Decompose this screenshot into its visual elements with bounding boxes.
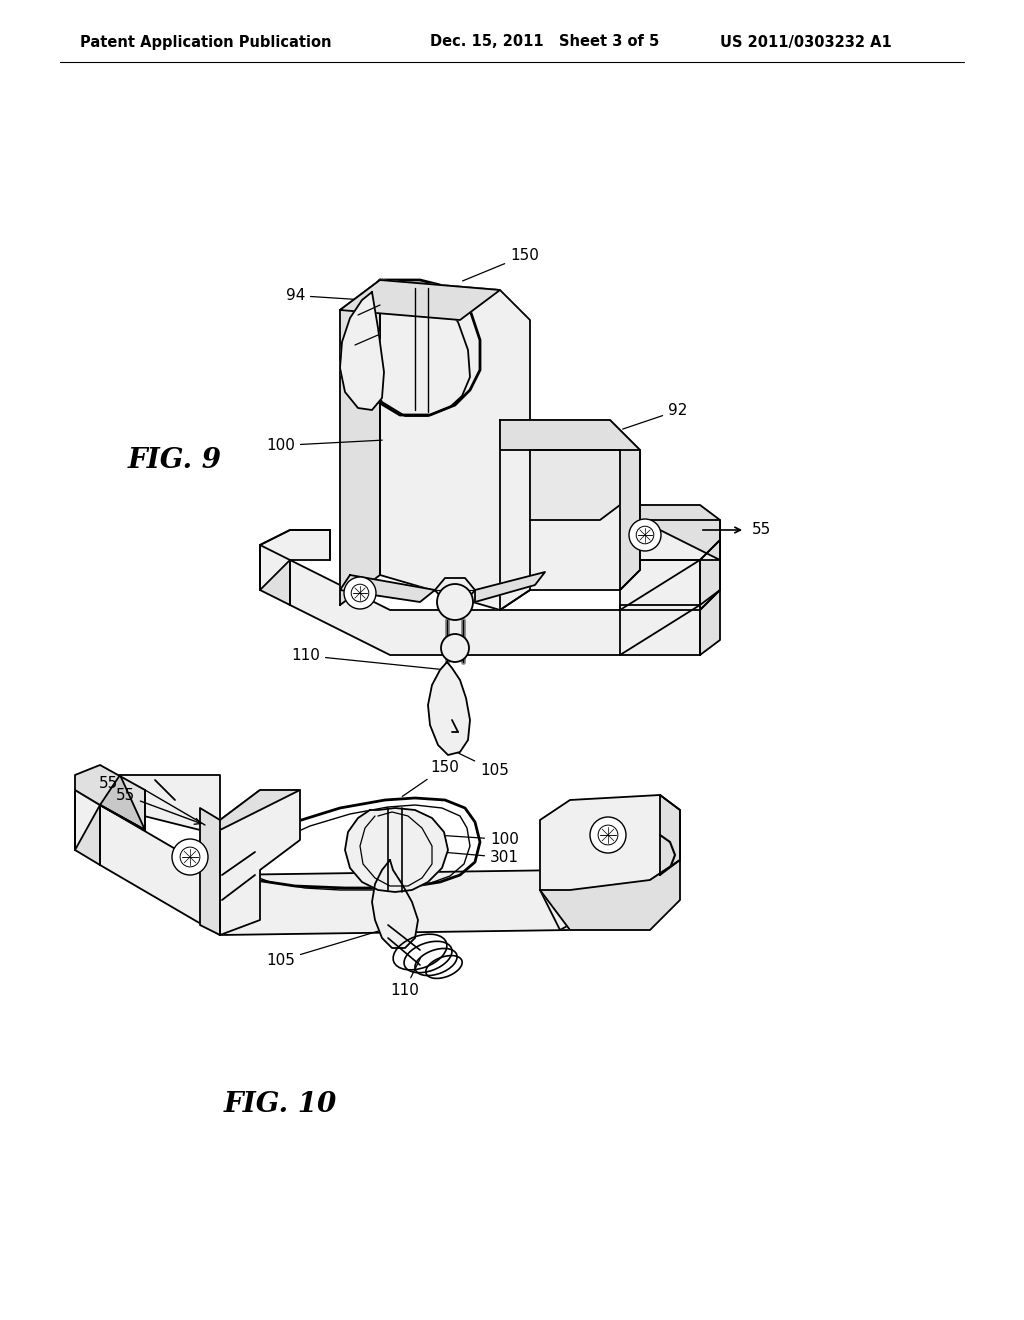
Polygon shape <box>435 578 475 602</box>
Polygon shape <box>340 292 384 411</box>
Text: 100: 100 <box>266 438 382 453</box>
Text: 110: 110 <box>390 957 421 998</box>
Polygon shape <box>100 775 145 830</box>
Text: Patent Application Publication: Patent Application Publication <box>80 34 332 49</box>
Polygon shape <box>75 789 100 865</box>
Text: FIG. 10: FIG. 10 <box>223 1092 337 1118</box>
Circle shape <box>351 585 369 602</box>
Polygon shape <box>75 766 145 830</box>
Polygon shape <box>380 280 530 610</box>
Text: US 2011/0303232 A1: US 2011/0303232 A1 <box>720 34 892 49</box>
Text: 150: 150 <box>402 760 459 796</box>
Text: 105: 105 <box>455 751 509 777</box>
Polygon shape <box>428 663 470 755</box>
Polygon shape <box>220 789 300 935</box>
Circle shape <box>437 583 473 620</box>
Polygon shape <box>200 808 220 935</box>
Polygon shape <box>500 420 640 450</box>
Polygon shape <box>540 861 680 931</box>
Text: 55: 55 <box>752 523 771 537</box>
Circle shape <box>344 577 376 609</box>
Polygon shape <box>660 795 680 875</box>
Polygon shape <box>340 576 435 602</box>
Text: 92: 92 <box>623 403 687 429</box>
Polygon shape <box>620 450 640 590</box>
Polygon shape <box>340 280 500 319</box>
Text: Dec. 15, 2011   Sheet 3 of 5: Dec. 15, 2011 Sheet 3 of 5 <box>430 34 659 49</box>
Circle shape <box>636 527 653 544</box>
Polygon shape <box>220 789 300 830</box>
Polygon shape <box>75 775 220 850</box>
Circle shape <box>598 825 617 845</box>
Polygon shape <box>620 540 720 610</box>
Text: 105: 105 <box>266 931 379 968</box>
Polygon shape <box>540 795 680 931</box>
Text: 94: 94 <box>286 288 362 304</box>
Polygon shape <box>372 861 418 948</box>
Circle shape <box>629 519 662 550</box>
Text: 150: 150 <box>463 248 539 281</box>
Text: FIG. 9: FIG. 9 <box>128 446 222 474</box>
Circle shape <box>590 817 626 853</box>
Polygon shape <box>700 590 720 655</box>
Text: 55: 55 <box>116 788 201 824</box>
Circle shape <box>180 847 200 867</box>
Polygon shape <box>530 450 620 520</box>
Polygon shape <box>640 506 720 560</box>
Polygon shape <box>100 805 660 935</box>
Polygon shape <box>340 280 380 605</box>
Text: 110: 110 <box>291 648 444 669</box>
Text: 55: 55 <box>98 776 118 792</box>
Polygon shape <box>345 808 449 892</box>
Polygon shape <box>700 540 720 610</box>
Polygon shape <box>475 572 545 602</box>
Polygon shape <box>620 605 700 655</box>
Text: 100: 100 <box>423 832 519 847</box>
Circle shape <box>172 840 208 875</box>
Polygon shape <box>260 545 290 605</box>
Polygon shape <box>500 420 640 610</box>
Polygon shape <box>640 520 720 560</box>
Circle shape <box>441 634 469 663</box>
Polygon shape <box>290 560 700 655</box>
Text: 301: 301 <box>421 850 519 865</box>
Polygon shape <box>260 531 330 590</box>
